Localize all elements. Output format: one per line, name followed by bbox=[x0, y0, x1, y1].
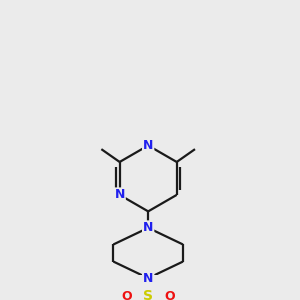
Text: O: O bbox=[165, 290, 176, 300]
Text: O: O bbox=[121, 290, 131, 300]
Text: S: S bbox=[143, 290, 153, 300]
Text: N: N bbox=[143, 139, 153, 152]
Text: N: N bbox=[143, 272, 153, 285]
Text: N: N bbox=[143, 221, 153, 234]
Text: N: N bbox=[115, 188, 125, 201]
